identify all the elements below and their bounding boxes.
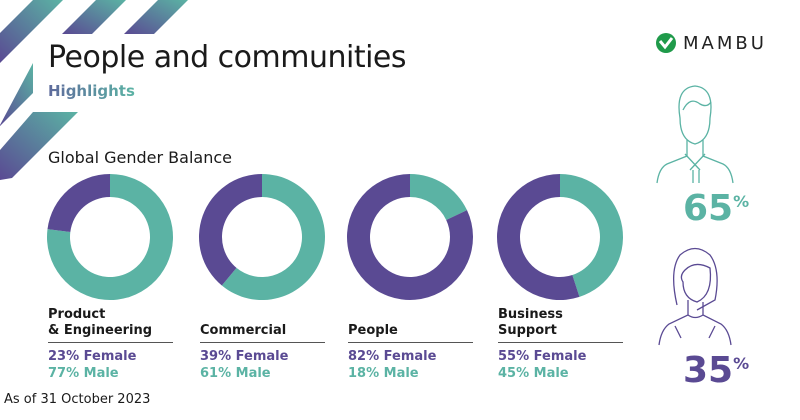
mambu-logo: MAMBU [655,32,767,54]
page-title: People and communities [48,40,407,75]
male-label: 45% Male [498,366,569,381]
woman-icon [658,247,732,346]
female-label: 55% Female [498,349,587,364]
female-percentage: 35% [683,350,749,391]
panel-label: Product & Engineering [48,303,173,343]
male-percentage: 65% [683,188,749,229]
percent-unit: % [733,192,750,211]
man-icon [656,85,734,184]
chart-panel: People 82% Female 18% Male [348,303,473,381]
panel-label: People [348,303,473,343]
donut-slice-female [47,174,110,232]
male-label: 77% Male [48,366,119,381]
donut-slice-male [47,174,174,301]
chart-panel: Product & Engineering 23% Female 77% Male [48,303,173,381]
logo-mark-icon [656,33,676,53]
chart-panel: Commercial 39% Female 61% Male [200,303,325,381]
male-label: 61% Male [200,366,271,381]
panel-label: Business Support [498,303,623,343]
logo-text: MAMBU [683,32,767,54]
donut-slice-female [347,174,473,300]
donut-slice-female [497,174,580,300]
donut-slice-female [198,174,262,286]
male-value: 65 [683,188,734,229]
chart-panel: Business Support 55% Female 45% Male [498,303,623,381]
page-subtitle: Highlights [48,82,135,100]
decorative-stripes [0,0,188,180]
female-label: 39% Female [200,349,289,364]
male-label: 18% Male [348,366,419,381]
female-label: 82% Female [348,349,437,364]
donut-slice-male [410,174,468,220]
panel-label: Commercial [200,303,325,343]
female-value: 35 [683,350,734,391]
as-of-date: As of 31 October 2023 [4,392,151,407]
donut-slice-male [560,174,624,297]
chart-title: Global Gender Balance [48,148,232,167]
female-label: 23% Female [48,349,137,364]
donut-slice-male [221,174,325,300]
percent-unit: % [733,354,750,373]
